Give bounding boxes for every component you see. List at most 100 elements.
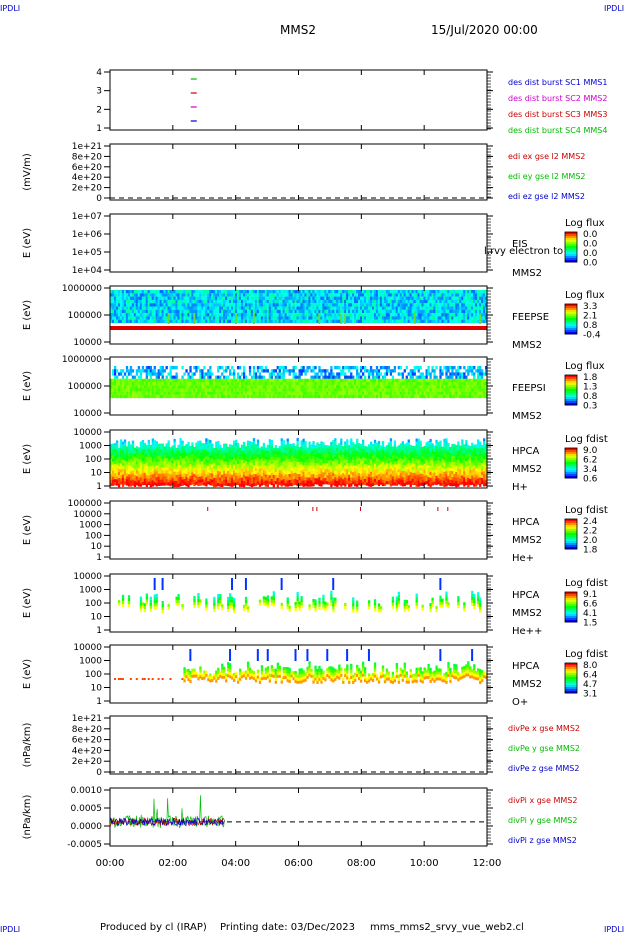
- hpca_h-cell: [127, 450, 131, 454]
- feeps_e-cell: [429, 293, 432, 297]
- hpca_h-cell: [207, 457, 210, 461]
- feeps_e-cell: [238, 319, 242, 324]
- hpca_h-cell: [151, 447, 154, 451]
- feeps_e-cell: [403, 296, 406, 300]
- hpca_h-cell: [153, 482, 156, 486]
- feeps_e-cell: [179, 306, 182, 310]
- feeps_i-cell: [302, 385, 305, 389]
- feeps_i-cell: [207, 375, 210, 379]
- feeps_i-cell: [211, 388, 214, 392]
- feeps_i-cell: [401, 394, 404, 399]
- eis-frame: [109, 213, 488, 273]
- feeps_i-cell: [143, 394, 147, 399]
- hpca_h-cell: [233, 464, 236, 468]
- feeps_e-cell: [205, 293, 208, 297]
- feeps_i-cell: [252, 378, 256, 383]
- feeps_i-cell: [350, 391, 353, 395]
- feeps_e-cell: [229, 303, 232, 307]
- feeps_e-cell: [290, 306, 293, 310]
- feeps_e-colorbar-swatch: [565, 310, 577, 313]
- hpca_h-cell: [193, 474, 196, 478]
- feeps_i-cell: [244, 391, 248, 395]
- feeps_i-cell: [159, 388, 162, 392]
- feeps_e-cell: [268, 319, 272, 324]
- feeps_i-cell: [213, 388, 216, 392]
- feeps_i-cell: [296, 378, 299, 383]
- feeps_e-cell: [288, 316, 291, 320]
- feeps_e-cell: [373, 296, 377, 300]
- feeps_e-cell: [393, 306, 397, 310]
- feeps_e-cell: [123, 316, 127, 320]
- feeps_i-cell: [223, 394, 226, 399]
- feeps_e-cell: [229, 316, 232, 320]
- hpca_h-cell: [137, 450, 141, 454]
- feeps_i-cell: [453, 366, 456, 370]
- feeps_e-cell: [155, 303, 158, 307]
- edi-legend-item: edi ey gse l2 MMS2: [508, 172, 586, 181]
- feeps_e-cell: [139, 319, 143, 324]
- feeps_e-cell: [302, 313, 305, 317]
- hpca_h-cell: [179, 474, 182, 478]
- hpca_h-cell: [183, 472, 186, 477]
- feeps_i-cell: [215, 388, 218, 392]
- feeps_i-cell: [179, 378, 182, 383]
- feeps_i-cell: [149, 388, 152, 392]
- feeps_i-cell: [223, 369, 226, 373]
- feeps_e-cell: [278, 306, 281, 310]
- feeps_e-cell: [332, 313, 335, 317]
- hpca_h-cell: [181, 473, 184, 477]
- feeps_e-cell: [141, 296, 145, 300]
- feeps_i-cell: [229, 394, 232, 399]
- feeps_e-cell: [312, 293, 315, 297]
- feeps_e-cell: [119, 316, 123, 320]
- feeps_e-cell: [209, 293, 212, 297]
- feeps_i-cell: [163, 382, 166, 386]
- feeps_i-cell: [352, 391, 355, 395]
- hpca_h-cell: [110, 476, 113, 481]
- hpca_h-cell: [221, 450, 224, 454]
- hpca_h-cell: [217, 468, 220, 472]
- feeps_i-cell: [461, 375, 464, 379]
- hpca_h-cell: [197, 461, 200, 465]
- feeps_e-cell: [435, 316, 438, 320]
- feeps_e-cell: [387, 296, 391, 300]
- feeps_i-cell: [419, 375, 422, 379]
- hpca_h-cell: [131, 482, 135, 486]
- hpca_h-cell: [183, 478, 186, 483]
- feeps_e-cell: [149, 326, 152, 330]
- feeps_e-cell: [211, 306, 214, 310]
- hpca_h-cell: [244, 476, 248, 480]
- feeps_i-cell: [336, 388, 339, 392]
- feeps_e-cell: [326, 326, 329, 330]
- feeps_e-cell: [461, 309, 464, 314]
- feeps_e-cell: [137, 293, 141, 297]
- feeps_e-cell: [127, 309, 131, 314]
- feeps_e-cell: [302, 309, 305, 314]
- feeps_e-cell: [213, 309, 216, 314]
- feeps_e-cell: [322, 316, 325, 320]
- feeps_e-cell: [409, 326, 412, 330]
- hpca_h-cell: [231, 468, 234, 473]
- feeps_e-cell: [219, 309, 222, 314]
- feeps_e-cell: [193, 314, 196, 324]
- feeps_e-cell: [274, 293, 277, 297]
- hpca_h-cell: [167, 470, 170, 474]
- feeps_e-cell: [385, 319, 389, 324]
- feeps_e-cell: [258, 309, 262, 314]
- feeps_e-cell: [187, 313, 190, 317]
- feeps_i-cell: [308, 385, 311, 389]
- feeps_i-cell: [282, 378, 285, 383]
- feeps_i-cell: [326, 388, 329, 392]
- feeps_e-cell: [115, 299, 119, 304]
- feeps_i-cell: [139, 391, 143, 395]
- hpca_h-cell: [171, 454, 174, 458]
- feeps_i-cell: [379, 388, 383, 392]
- feeps_i-cell: [117, 391, 121, 395]
- hpca_h-cell: [137, 471, 141, 475]
- hpca_h-cell: [223, 452, 226, 456]
- feeps_i-cell: [282, 366, 285, 370]
- feeps_e-cell: [137, 326, 141, 330]
- feeps_i-cell: [419, 372, 422, 376]
- feeps_i-cell: [423, 385, 426, 389]
- feeps_e-cell: [296, 319, 299, 324]
